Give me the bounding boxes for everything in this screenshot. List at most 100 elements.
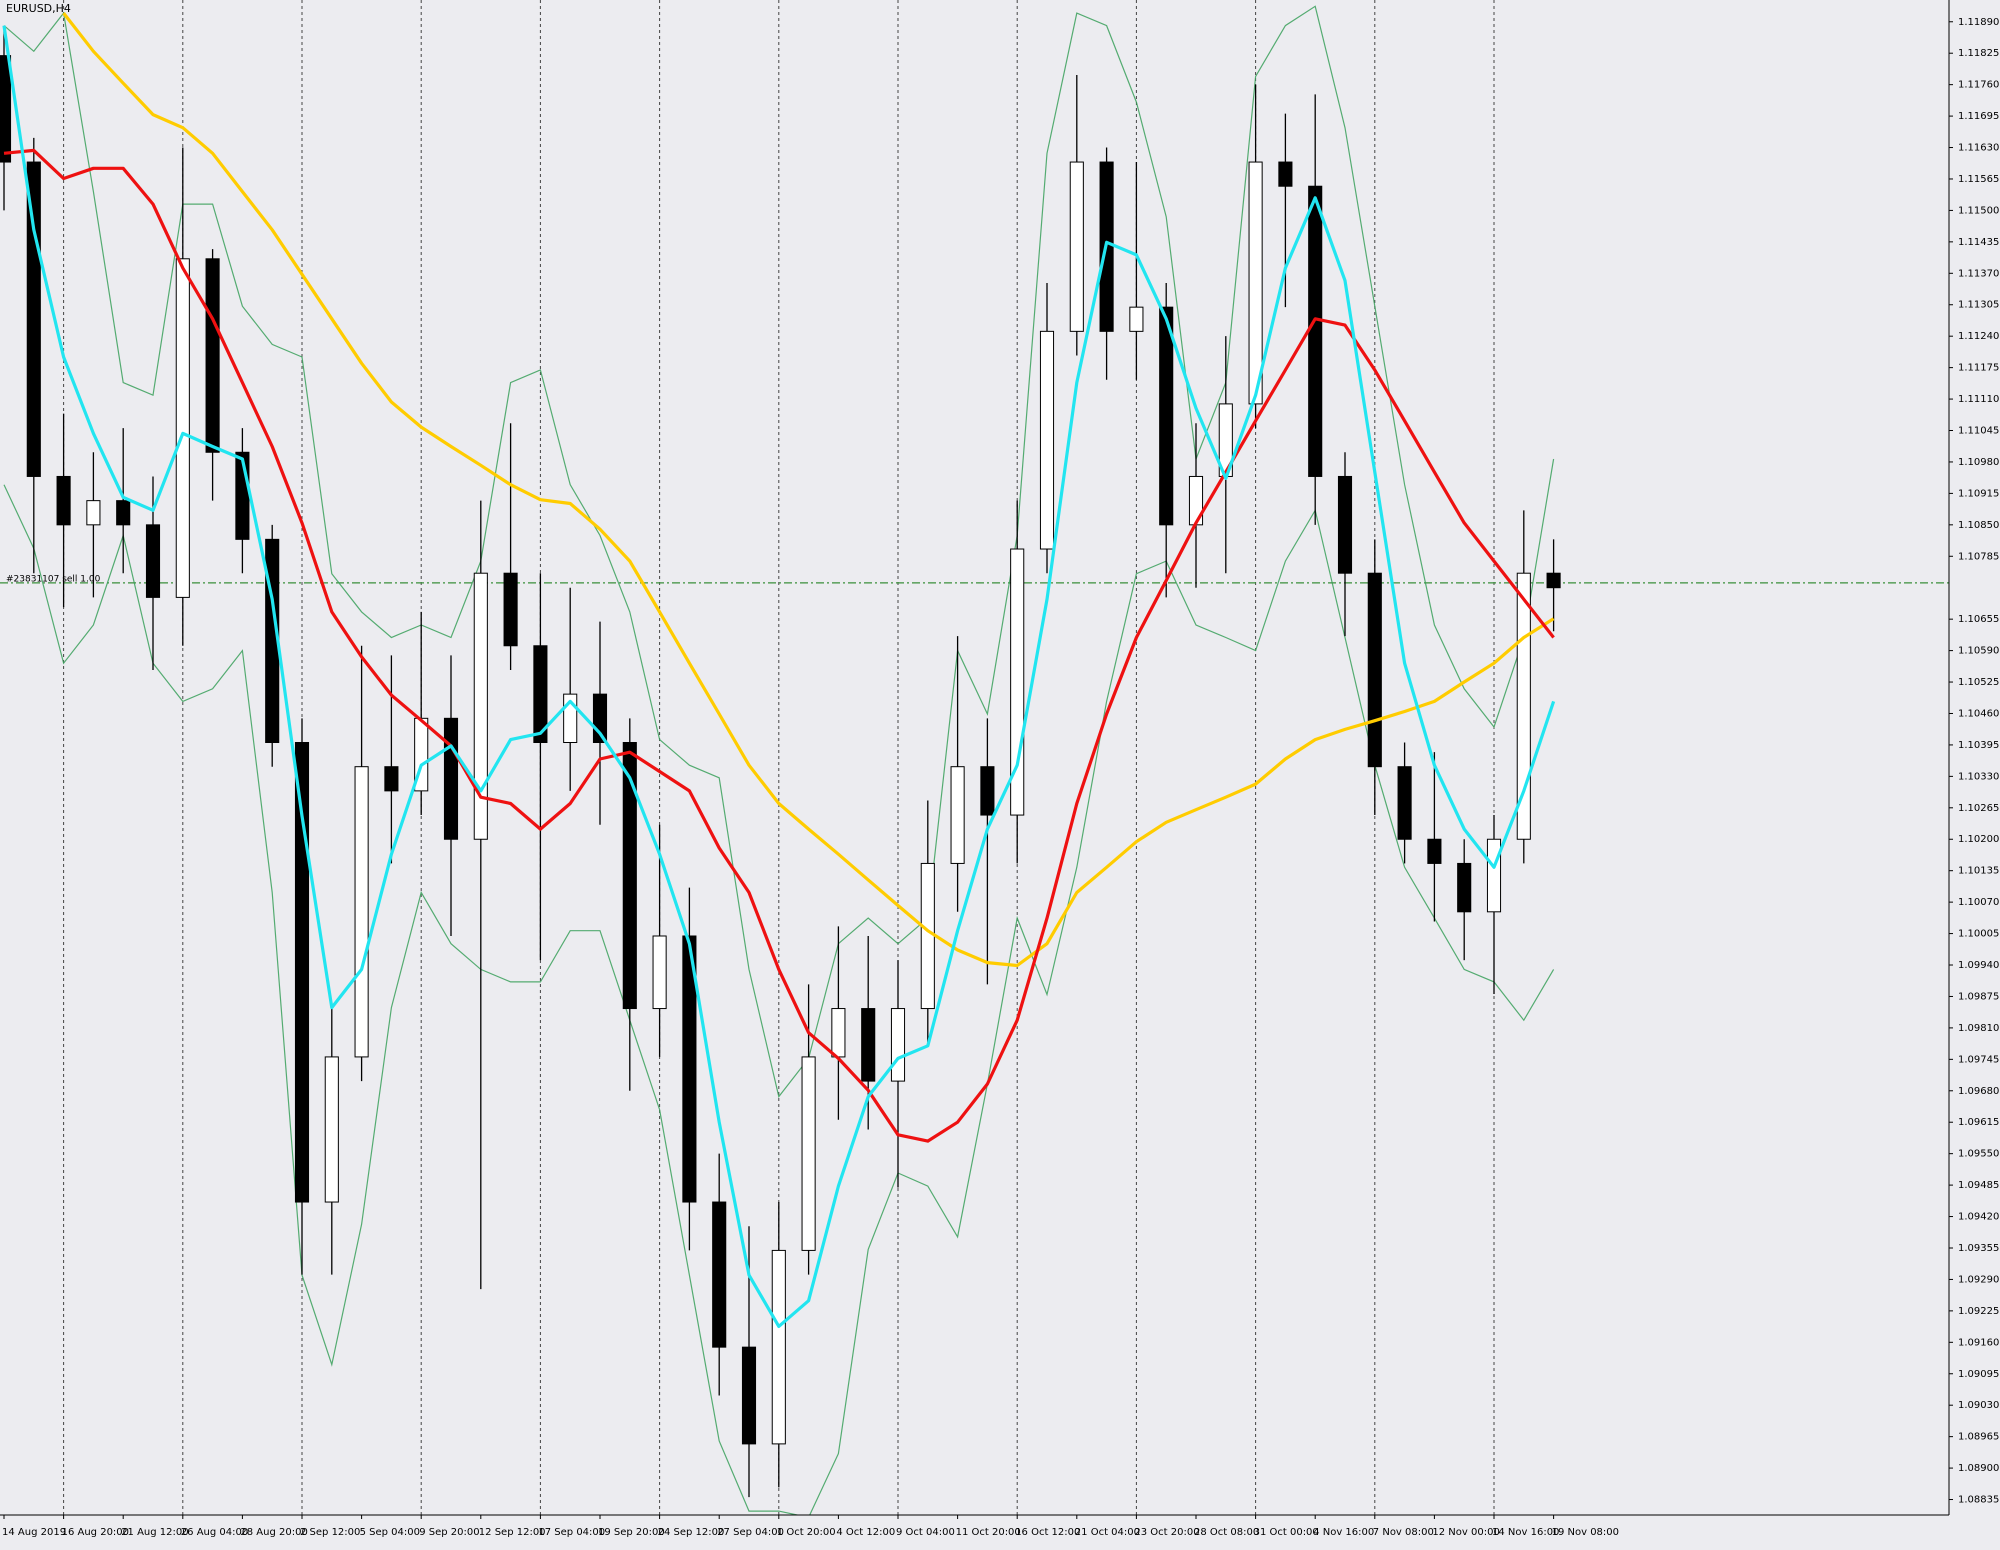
candle-body	[1367, 572, 1382, 768]
y-tick-label: 1.10785	[1958, 551, 1999, 562]
candle-body	[1069, 161, 1084, 332]
y-tick-label: 1.10330	[1958, 771, 1999, 782]
y-tick-label: 1.10915	[1958, 488, 1999, 499]
y-tick-label: 1.08835	[1958, 1495, 1999, 1506]
x-tick-label: 14 Aug 2019	[2, 1527, 66, 1538]
y-tick-label: 1.11565	[1958, 174, 1999, 185]
y-tick-label: 1.11760	[1958, 80, 1999, 91]
x-tick-label: 16 Oct 12:00	[1015, 1527, 1080, 1538]
candle-body	[682, 935, 697, 1203]
y-tick-label: 1.09810	[1958, 1023, 1999, 1034]
y-tick-label: 1.11890	[1958, 17, 1999, 28]
band-line	[3, 484, 1555, 1515]
candle-body	[712, 1201, 727, 1348]
y-tick-label: 1.09485	[1958, 1180, 1999, 1191]
y-tick-label: 1.10655	[1958, 614, 1999, 625]
y-tick-label: 1.10070	[1958, 897, 1999, 908]
candle-body	[1129, 306, 1144, 332]
moving-average-line	[62, 12, 1555, 968]
candle-body	[831, 1008, 846, 1058]
x-tick-label: 16 Aug 20:00	[62, 1527, 129, 1538]
x-tick-label: 17 Sep 04:00	[538, 1527, 605, 1538]
moving-average-line	[3, 148, 1555, 1143]
y-tick-label: 1.09940	[1958, 960, 1999, 971]
x-tick-label: 4 Nov 16:00	[1313, 1527, 1374, 1538]
x-tick-label: 28 Oct 08:00	[1194, 1527, 1259, 1538]
x-tick-label: 4 Oct 12:00	[836, 1527, 895, 1538]
y-tick-label: 1.09875	[1958, 991, 1999, 1002]
y-tick-label: 1.09290	[1958, 1274, 1999, 1285]
x-tick-label: 21 Oct 04:00	[1075, 1527, 1140, 1538]
y-tick-label: 1.09420	[1958, 1212, 1999, 1223]
order-label: #23831107 sell 1.00	[6, 574, 101, 584]
y-tick-label: 1.10200	[1958, 834, 1999, 845]
candle-body	[1308, 185, 1323, 477]
candle-body	[443, 717, 459, 840]
plot-area	[0, 5, 1561, 1515]
candle-body	[354, 766, 369, 1058]
x-tick-label: 9 Oct 04:00	[896, 1527, 955, 1538]
candle-body	[86, 500, 101, 526]
x-tick-label: 19 Sep 20:00	[598, 1527, 665, 1538]
y-tick-label: 1.08965	[1958, 1432, 1999, 1443]
candle-body	[1546, 572, 1561, 589]
candle-body	[116, 500, 131, 526]
candle-body	[175, 258, 190, 598]
x-tick-label: 31 Oct 00:00	[1254, 1527, 1319, 1538]
x-tick-label: 7 Nov 08:00	[1373, 1527, 1434, 1538]
y-tick-label: 1.10850	[1958, 520, 1999, 531]
candle-body	[1457, 862, 1472, 913]
x-tick-label: 5 Sep 04:00	[360, 1527, 420, 1538]
x-tick-label: 12 Nov 00:00	[1432, 1527, 1499, 1538]
y-tick-label: 1.11825	[1958, 48, 1999, 59]
y-tick-label: 1.10265	[1958, 803, 1999, 814]
candle-body	[741, 1346, 757, 1445]
x-tick-label: 28 Aug 20:00	[240, 1527, 307, 1538]
candle-body	[1159, 306, 1174, 526]
y-tick-label: 1.09030	[1958, 1400, 1999, 1411]
y-tick-label: 1.10980	[1958, 457, 1999, 468]
candle-body	[950, 766, 965, 864]
candle-body	[145, 524, 161, 598]
candle-body	[294, 742, 310, 1203]
candle-body	[771, 1249, 786, 1445]
candle-body	[1278, 161, 1293, 187]
y-tick-label: 1.10395	[1958, 740, 1999, 751]
y-tick-label: 1.10460	[1958, 708, 1999, 719]
y-tick-label: 1.10135	[1958, 866, 1999, 877]
x-tick-label: 12 Sep 12:00	[479, 1527, 546, 1538]
candle-body	[622, 742, 637, 1010]
y-tick-label: 1.10590	[1958, 646, 1999, 657]
y-tick-label: 1.09160	[1958, 1337, 1999, 1348]
x-tick-label: 21 Aug 12:00	[121, 1527, 188, 1538]
x-tick-label: 1 Oct 20:00	[777, 1527, 836, 1538]
y-tick-label: 1.11175	[1958, 363, 1999, 374]
candle-body	[980, 766, 995, 816]
y-tick-label: 1.11500	[1958, 205, 1999, 216]
y-tick-label: 1.09615	[1958, 1117, 1999, 1128]
y-tick-label: 1.09745	[1958, 1054, 1999, 1065]
candle-body	[1039, 330, 1055, 550]
chart-title: EURUSD,H4	[6, 2, 71, 15]
candle-body	[652, 935, 667, 1010]
x-tick-label: 9 Sep 20:00	[419, 1527, 479, 1538]
x-tick-label: 2 Sep 12:00	[300, 1527, 360, 1538]
band-line	[3, 5, 1555, 1098]
candle-body	[1337, 475, 1353, 574]
candle-body	[920, 862, 935, 1010]
y-tick-label: 1.08900	[1958, 1463, 1999, 1474]
y-tick-label: 1.11240	[1958, 331, 1999, 342]
y-tick-label: 1.11110	[1958, 394, 1999, 405]
y-tick-label: 1.11435	[1958, 237, 1999, 248]
moving-average-line	[2, 25, 1556, 1328]
y-tick-label: 1.10005	[1958, 929, 1999, 940]
candle-body	[473, 572, 488, 840]
candle-body	[0, 55, 12, 163]
y-tick-label: 1.09550	[1958, 1149, 1999, 1160]
y-tick-label: 1.09680	[1958, 1086, 1999, 1097]
candle-body	[1486, 838, 1502, 913]
